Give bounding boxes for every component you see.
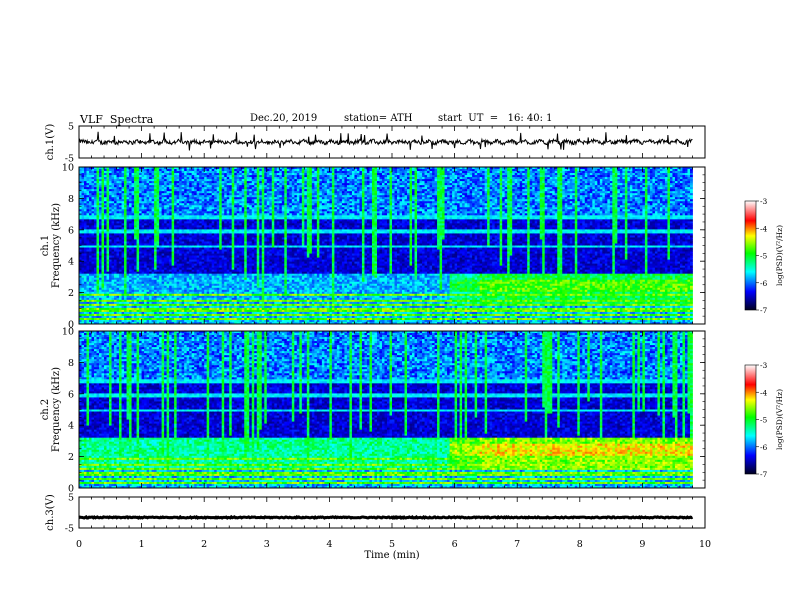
x-tick-label: 6 <box>452 539 458 550</box>
colorbar-label: log(PSD)(V²/Hz) <box>775 225 784 286</box>
y-tick-label: 4 <box>68 257 74 268</box>
x-tick-label: 2 <box>201 539 207 550</box>
ch2-colorbar: -7 -6 -5 -4 -3 log(PSD)(V²/Hz) <box>745 361 784 479</box>
y-tick-label: 5 <box>68 493 74 504</box>
ch1-waveform-ylabel: ch.1(V) <box>45 124 56 161</box>
y-tick-label: 4 <box>68 421 74 432</box>
colorbar-tick-label: -6 <box>760 279 768 288</box>
x-tick-label: 5 <box>389 539 395 550</box>
waveform-line <box>79 132 693 151</box>
colorbar-tick-label: -3 <box>760 197 768 206</box>
y-tick-label: 10 <box>62 327 74 338</box>
colorbar-label: log(PSD)(V²/Hz) <box>775 389 784 450</box>
y-tick-label: 8 <box>68 194 74 205</box>
ch1-spectrogram-ylabel: ch.1Frequency (kHz) <box>40 203 62 288</box>
y-tick-label: 6 <box>68 389 74 400</box>
ch1-waveform-panel: 5-5 ch.1(V) <box>45 122 705 165</box>
y-tick-label: 10 <box>62 163 74 174</box>
ch3-waveform-panel: 5 -50 1 2 3 4 5 6 7 8 9 10 ch.3(V) Time (min) <box>45 493 711 562</box>
colorbar-gradient <box>745 201 756 310</box>
ch1-spectrogram-image <box>79 167 693 324</box>
x-tick-label: 1 <box>139 539 145 550</box>
x-tick-label: 7 <box>514 539 520 550</box>
colorbar-tick-label: -5 <box>760 252 768 261</box>
colorbar-tick-label: -4 <box>760 224 768 233</box>
x-tick-label: 4 <box>326 539 332 550</box>
x-tick-label: 10 <box>699 539 711 550</box>
colorbar-tick-label: -3 <box>760 361 768 370</box>
y-tick-label: 2 <box>68 452 74 463</box>
ch1-waveform-trace <box>79 132 693 151</box>
y-tick-label: 6 <box>68 225 74 236</box>
ch1-colorbar: -7 -6 -5 -4 -3 log(PSD)(V²/Hz) <box>745 197 784 315</box>
ch3-waveform-ylabel: ch.3(V) <box>45 494 56 531</box>
y-tick-label: 2 <box>68 288 74 299</box>
y-tick-label: 5 <box>68 122 74 133</box>
x-tick-label: 3 <box>264 539 270 550</box>
y-tick-label: -5 <box>65 524 74 535</box>
colorbar-gradient <box>745 365 756 474</box>
x-tick-label: 0 <box>76 539 82 550</box>
ch2-spectrogram-ylabel: ch.2Frequency (kHz) <box>40 367 62 452</box>
colorbar-tick-label: -5 <box>760 416 768 425</box>
colorbar-tick-label: -4 <box>760 388 768 397</box>
colorbar-tick-label: -7 <box>760 470 768 479</box>
x-axis-label: Time (min) <box>364 550 419 561</box>
ch3-waveform-trace <box>79 517 693 518</box>
ch3-waveform-ticks: 5 -50 1 2 3 4 5 6 7 8 9 10 <box>65 493 711 551</box>
waveform-line <box>79 517 693 518</box>
ch2-spectrogram-image <box>79 331 693 488</box>
x-tick-label: 9 <box>639 539 645 550</box>
colorbar-tick-label: -6 <box>760 443 768 452</box>
y-tick-label: 8 <box>68 358 74 369</box>
x-tick-label: 8 <box>577 539 583 550</box>
colorbar-tick-label: -7 <box>760 306 768 315</box>
